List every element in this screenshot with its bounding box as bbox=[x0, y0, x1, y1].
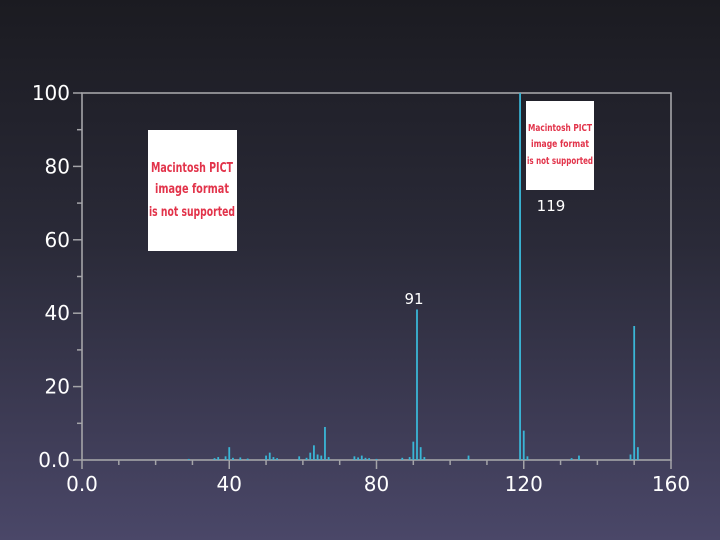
pict-left-line-3: is not supported bbox=[149, 205, 235, 220]
pict-placeholder-right-bg bbox=[526, 101, 594, 190]
peak-label-119: 119 bbox=[537, 197, 566, 215]
peak-label-91: 91 bbox=[404, 290, 423, 308]
pict-left-line-2: image format bbox=[155, 182, 229, 197]
pict-placeholder-left-bg bbox=[148, 130, 237, 251]
y-tick-label: 100 bbox=[32, 81, 70, 105]
x-tick-label: 80 bbox=[364, 472, 389, 496]
pict-right-line-3: is not supported bbox=[527, 156, 593, 167]
peak-annotations: 119 91 bbox=[404, 197, 565, 308]
pict-right-line-1: Macintosh PICT bbox=[528, 123, 592, 134]
y-tick-label: 80 bbox=[45, 154, 70, 178]
x-tick-label: 40 bbox=[217, 472, 242, 496]
spectrum-peaks bbox=[187, 93, 639, 460]
y-tick-label: 20 bbox=[45, 375, 70, 399]
pict-left-line-1: Macintosh PICT bbox=[151, 161, 233, 176]
x-tick-label: 120 bbox=[505, 472, 543, 496]
y-tick-label: 0.0 bbox=[38, 448, 70, 472]
pict-right-line-2: image format bbox=[531, 139, 589, 150]
x-tick-label: 160 bbox=[652, 472, 690, 496]
x-tick-label: 0.0 bbox=[66, 472, 98, 496]
y-tick-label: 40 bbox=[45, 301, 70, 325]
axis-tick-labels: 0.0 20 40 60 80 100 0.0 40 80 120 160 bbox=[32, 81, 690, 496]
y-tick-label: 60 bbox=[45, 228, 70, 252]
pict-placeholder-left: Macintosh PICT image format is not suppo… bbox=[148, 130, 237, 251]
pict-placeholder-right: Macintosh PICT image format is not suppo… bbox=[526, 101, 594, 190]
